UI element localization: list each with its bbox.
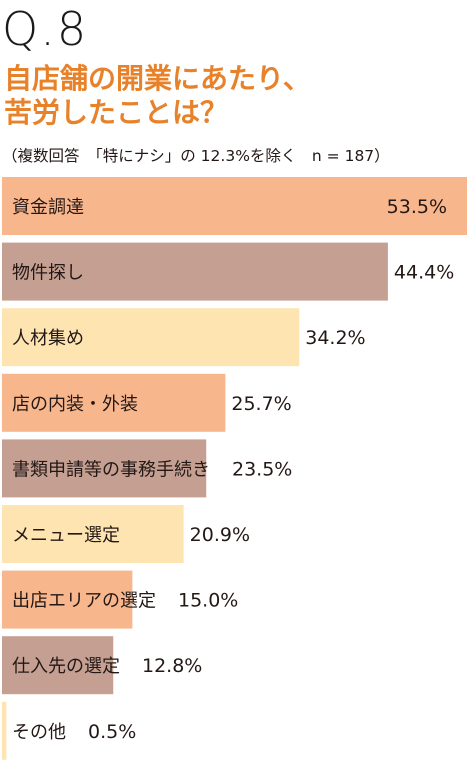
value-label: 34.2% [305, 327, 365, 349]
chart-subtitle: （複数回答 「特にナシ」の 12.3%を除く n = 187） [2, 147, 390, 165]
category-label: 書類申請等の事務手続き [12, 459, 210, 480]
bar-row: 出店エリアの選定 15.0% [2, 570, 238, 629]
value-label: 44.4% [394, 262, 454, 284]
category-label: 出店エリアの選定 [12, 591, 156, 612]
bar-row: メニュー選定 20.9% [2, 505, 250, 563]
category-label: 店の内装・外装 [12, 394, 138, 415]
value-label: 0.5% [88, 721, 136, 743]
value-label: 53.5% [387, 196, 447, 218]
bar-row: 資金調達 53.5% [2, 177, 467, 235]
value-label: 25.7% [231, 393, 291, 415]
value-label: 23.5% [232, 458, 292, 480]
bar [2, 505, 184, 563]
bar-row: 仕入先の選定 12.8% [2, 636, 202, 695]
value-label: 20.9% [190, 524, 250, 546]
value-label: 12.8% [142, 655, 202, 677]
bar-row: 人材集め 34.2% [2, 308, 366, 367]
bar-row: 物件探し 44.4% [2, 242, 454, 301]
chart-title: 自店舗の開業にあたり、 苦労したことは？ [4, 62, 464, 130]
category-label: 物件探し [12, 263, 84, 284]
chart-title-line-2: 苦労したことは？ [4, 96, 229, 129]
category-label: 資金調達 [12, 197, 84, 218]
category-label: メニュー選定 [12, 525, 120, 546]
bar-row: その他 0.5% [2, 701, 136, 760]
bar [2, 439, 207, 498]
bar-row: 書類申請等の事務手続き 23.5% [2, 439, 292, 498]
bar [2, 636, 114, 695]
bar [2, 701, 7, 760]
category-label: 人材集め [12, 328, 84, 349]
bar-row: 店の内装・外装 25.7% [2, 373, 292, 432]
value-label: 15.0% [178, 590, 238, 612]
bar [2, 570, 133, 629]
bar [2, 242, 388, 301]
bar [2, 308, 300, 367]
bar [2, 177, 467, 235]
bar [2, 373, 226, 432]
question-number: Q.8 [2, 2, 89, 56]
category-label: 仕入先の選定 [12, 656, 120, 677]
chart-title-line-1: 自店舗の開業にあたり、 [4, 62, 311, 95]
category-label: その他 [12, 722, 66, 743]
